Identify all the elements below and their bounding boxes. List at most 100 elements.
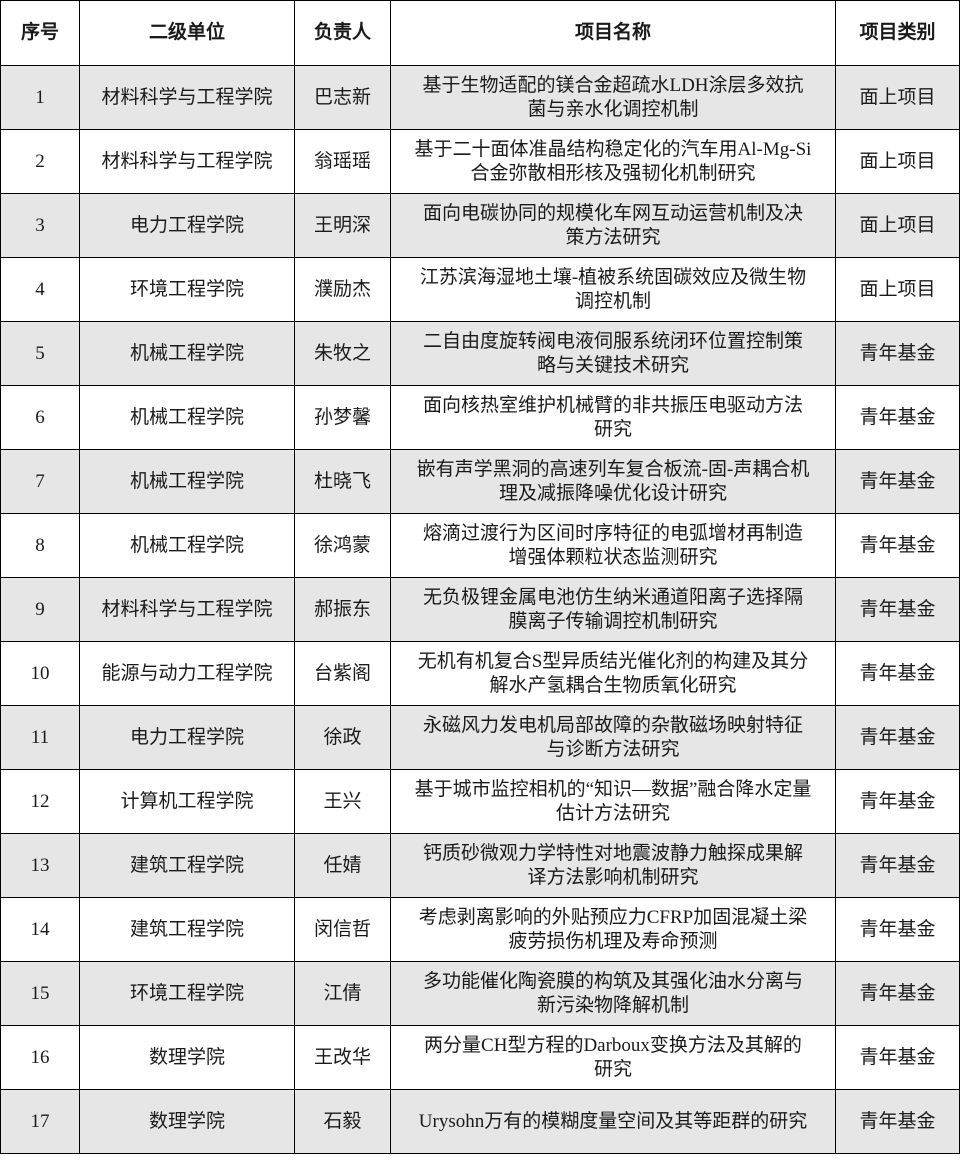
row-number: 12 [0, 769, 80, 834]
unit-cell: 环境工程学院 [79, 961, 295, 1026]
unit-cell: 电力工程学院 [79, 193, 295, 258]
row-number: 10 [0, 641, 80, 706]
unit-cell: 建筑工程学院 [79, 897, 295, 962]
title-cell: 基于二十面体准晶结构稳定化的汽车用Al-Mg-Si 合金弥散相形核及强韧化机制研… [390, 129, 836, 194]
category-cell: 面上项目 [835, 65, 960, 130]
row-number: 16 [0, 1025, 80, 1090]
leader-cell: 朱牧之 [294, 321, 391, 386]
unit-cell: 机械工程学院 [79, 321, 295, 386]
table-row: 7 机械工程学院 杜晓飞 嵌有声学黑洞的高速列车复合板流-固-声耦合机 理及减振降噪优… [0, 449, 960, 514]
leader-cell: 王改华 [294, 1025, 391, 1090]
row-number: 17 [0, 1089, 80, 1154]
row-number: 2 [0, 129, 80, 194]
table-row: 8 机械工程学院 徐鸿蒙 熔滴过渡行为区间时序特征的电弧增材再制造 增强体颗粒状态监测… [0, 513, 960, 578]
title-cell: 面向核热室维护机械臂的非共振压电驱动方法 研究 [390, 385, 836, 450]
unit-cell: 材料科学与工程学院 [79, 129, 295, 194]
leader-cell: 王明深 [294, 193, 391, 258]
category-cell: 青年基金 [835, 705, 960, 770]
table-row: 4 环境工程学院 濮励杰 江苏滨海湿地土壤-植被系统固碳效应及微生物 调控机制 面上项目 [0, 257, 960, 322]
unit-cell: 材料科学与工程学院 [79, 577, 295, 642]
leader-cell: 巴志新 [294, 65, 391, 130]
title-cell: 江苏滨海湿地土壤-植被系统固碳效应及微生物 调控机制 [390, 257, 836, 322]
category-cell: 青年基金 [835, 577, 960, 642]
leader-cell: 闵信哲 [294, 897, 391, 962]
header-no: 序号 [0, 0, 80, 66]
row-number: 9 [0, 577, 80, 642]
unit-cell: 机械工程学院 [79, 513, 295, 578]
row-number: 13 [0, 833, 80, 898]
table-row: 6 机械工程学院 孙梦馨 面向核热室维护机械臂的非共振压电驱动方法 研究 青年基金 [0, 385, 960, 450]
category-cell: 面上项目 [835, 129, 960, 194]
unit-cell: 数理学院 [79, 1089, 295, 1154]
unit-cell: 能源与动力工程学院 [79, 641, 295, 706]
row-number: 15 [0, 961, 80, 1026]
row-number: 11 [0, 705, 80, 770]
header-row: 序号 二级单位 负责人 项目名称 项目类别 [0, 0, 960, 66]
title-cell: 多功能催化陶瓷膜的构筑及其强化油水分离与 新污染物降解机制 [390, 961, 836, 1026]
category-cell: 青年基金 [835, 513, 960, 578]
row-number: 5 [0, 321, 80, 386]
unit-cell: 材料科学与工程学院 [79, 65, 295, 130]
leader-cell: 石毅 [294, 1089, 391, 1154]
table-row: 11 电力工程学院 徐政 永磁风力发电机局部故障的杂散磁场映射特征 与诊断方法研究 青年… [0, 705, 960, 770]
leader-cell: 徐鸿蒙 [294, 513, 391, 578]
title-cell: 两分量CH型方程的Darboux变换方法及其解的 研究 [390, 1025, 836, 1090]
title-cell: 熔滴过渡行为区间时序特征的电弧增材再制造 增强体颗粒状态监测研究 [390, 513, 836, 578]
leader-cell: 台紫阁 [294, 641, 391, 706]
leader-cell: 郝振东 [294, 577, 391, 642]
category-cell: 青年基金 [835, 1089, 960, 1154]
header-leader: 负责人 [294, 0, 391, 66]
title-cell: 钙质砂微观力学特性对地震波静力触探成果解 译方法影响机制研究 [390, 833, 836, 898]
title-cell: 二自由度旋转阀电液伺服系统闭环位置控制策 略与关键技术研究 [390, 321, 836, 386]
category-cell: 青年基金 [835, 641, 960, 706]
category-cell: 青年基金 [835, 449, 960, 514]
unit-cell: 电力工程学院 [79, 705, 295, 770]
title-cell: Urysohn万有的模糊度量空间及其等距群的研究 [390, 1089, 836, 1154]
table-row: 14 建筑工程学院 闵信哲 考虑剥离影响的外贴预应力CFRP加固混凝土梁 疲劳损伤机理… [0, 897, 960, 962]
category-cell: 青年基金 [835, 769, 960, 834]
row-number: 6 [0, 385, 80, 450]
leader-cell: 徐政 [294, 705, 391, 770]
leader-cell: 翁瑶瑶 [294, 129, 391, 194]
category-cell: 青年基金 [835, 897, 960, 962]
title-cell: 考虑剥离影响的外贴预应力CFRP加固混凝土梁 疲劳损伤机理及寿命预测 [390, 897, 836, 962]
table-row: 17 数理学院 石毅 Urysohn万有的模糊度量空间及其等距群的研究 青年基金 [0, 1089, 960, 1154]
header-unit: 二级单位 [79, 0, 295, 66]
table-row: 15 环境工程学院 江倩 多功能催化陶瓷膜的构筑及其强化油水分离与 新污染物降解机制青… [0, 961, 960, 1026]
table-row: 10 能源与动力工程学院 台紫阁 无机有机复合S型异质结光催化剂的构建及其分 解水产氢… [0, 641, 960, 706]
category-cell: 青年基金 [835, 961, 960, 1026]
category-cell: 青年基金 [835, 385, 960, 450]
title-cell: 无负极锂金属电池仿生纳米通道阳离子选择隔 膜离子传输调控机制研究 [390, 577, 836, 642]
unit-cell: 机械工程学院 [79, 385, 295, 450]
leader-cell: 濮励杰 [294, 257, 391, 322]
table-row: 12 计算机工程学院 王兴 基于城市监控相机的“知识—数据”融合降水定量 估计方法研究… [0, 769, 960, 834]
unit-cell: 建筑工程学院 [79, 833, 295, 898]
table-row: 9 材料科学与工程学院 郝振东 无负极锂金属电池仿生纳米通道阳离子选择隔 膜离子传输调… [0, 577, 960, 642]
unit-cell: 计算机工程学院 [79, 769, 295, 834]
table-body: 1 材料科学与工程学院 巴志新 基于生物适配的镁合金超疏水LDH涂层多效抗 菌与亲水化… [0, 65, 960, 1154]
title-cell: 面向电碳协同的规模化车网互动运营机制及决 策方法研究 [390, 193, 836, 258]
table-row: 2 材料科学与工程学院 翁瑶瑶 基于二十面体准晶结构稳定化的汽车用Al-Mg-Si 合… [0, 129, 960, 194]
table-row: 16 数理学院 王改华 两分量CH型方程的Darboux变换方法及其解的 研究 青年基金 [0, 1025, 960, 1090]
unit-cell: 环境工程学院 [79, 257, 295, 322]
table-row: 1 材料科学与工程学院 巴志新 基于生物适配的镁合金超疏水LDH涂层多效抗 菌与亲水化… [0, 65, 960, 130]
title-cell: 无机有机复合S型异质结光催化剂的构建及其分 解水产氢耦合生物质氧化研究 [390, 641, 836, 706]
header-category: 项目类别 [835, 0, 960, 66]
row-number: 14 [0, 897, 80, 962]
leader-cell: 孙梦馨 [294, 385, 391, 450]
category-cell: 青年基金 [835, 833, 960, 898]
row-number: 4 [0, 257, 80, 322]
leader-cell: 王兴 [294, 769, 391, 834]
leader-cell: 任婧 [294, 833, 391, 898]
row-number: 7 [0, 449, 80, 514]
leader-cell: 江倩 [294, 961, 391, 1026]
unit-cell: 机械工程学院 [79, 449, 295, 514]
unit-cell: 数理学院 [79, 1025, 295, 1090]
table-row: 5 机械工程学院 朱牧之 二自由度旋转阀电液伺服系统闭环位置控制策 略与关键技术研究青… [0, 321, 960, 386]
title-cell: 永磁风力发电机局部故障的杂散磁场映射特征 与诊断方法研究 [390, 705, 836, 770]
leader-cell: 杜晓飞 [294, 449, 391, 514]
title-cell: 嵌有声学黑洞的高速列车复合板流-固-声耦合机 理及减振降噪优化设计研究 [390, 449, 836, 514]
title-cell: 基于城市监控相机的“知识—数据”融合降水定量 估计方法研究 [390, 769, 836, 834]
row-number: 3 [0, 193, 80, 258]
